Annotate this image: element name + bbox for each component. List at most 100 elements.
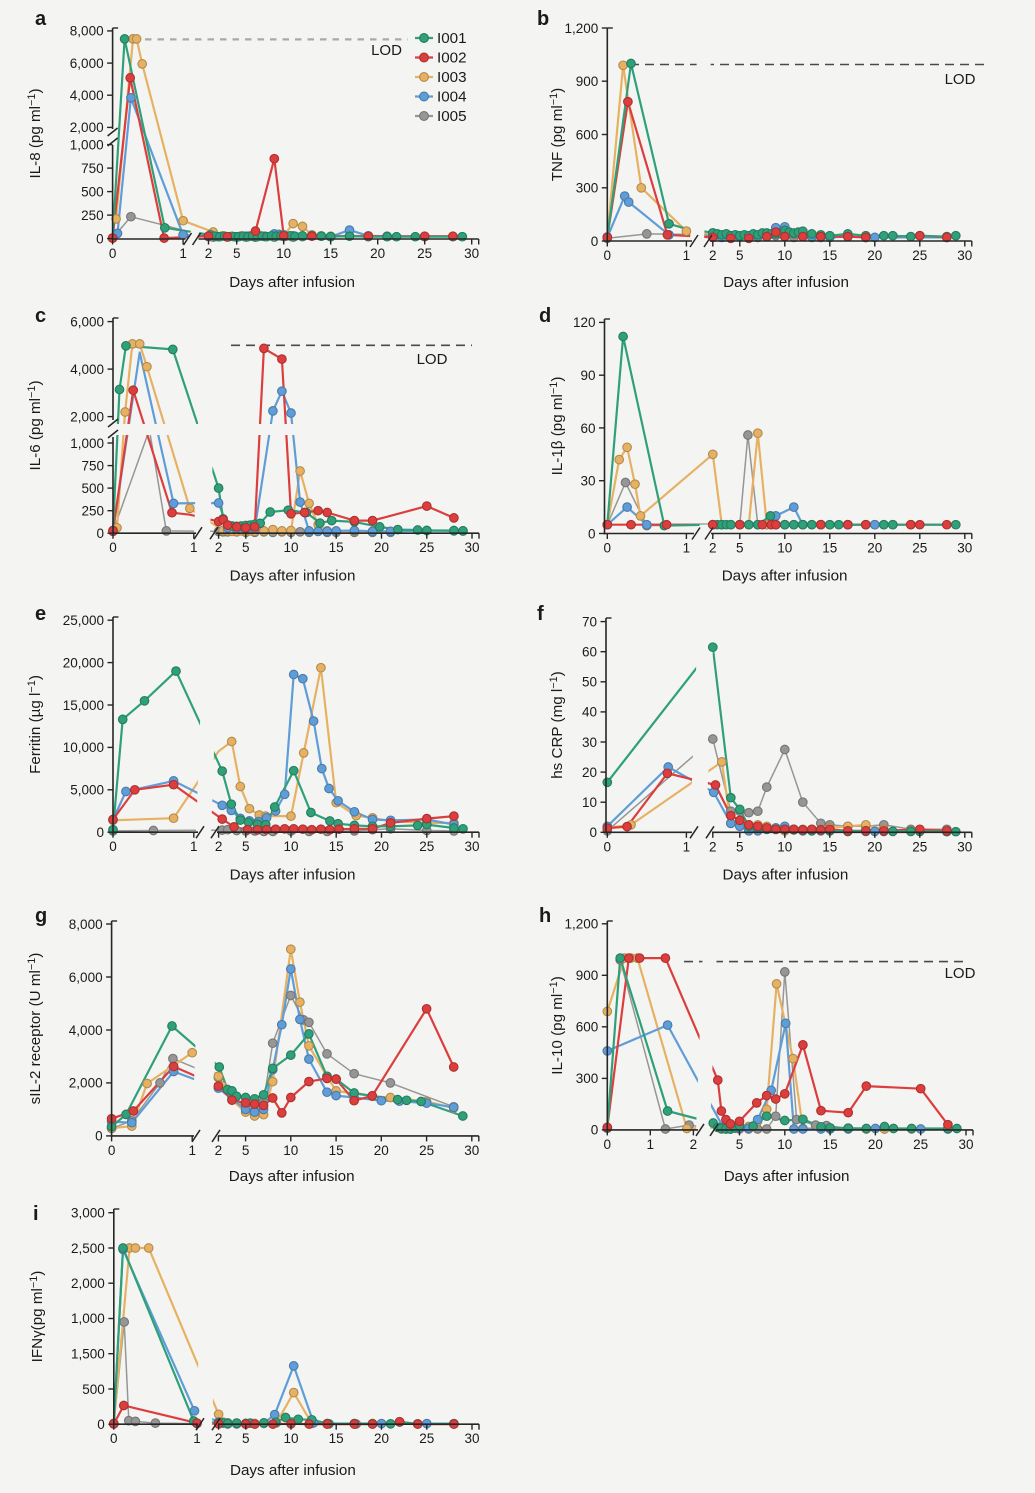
svg-text:20: 20 — [867, 248, 882, 263]
svg-text:20: 20 — [582, 765, 597, 780]
svg-text:e: e — [35, 603, 46, 625]
svg-text:20: 20 — [867, 541, 882, 556]
svg-text:LOD: LOD — [945, 965, 976, 982]
svg-text:30: 30 — [958, 1137, 973, 1152]
svg-text:I004: I004 — [437, 89, 467, 106]
svg-text:2: 2 — [215, 1143, 223, 1158]
svg-text:2: 2 — [709, 839, 717, 854]
svg-text:0: 0 — [109, 839, 117, 854]
svg-text:10: 10 — [777, 1137, 792, 1152]
svg-text:Days after infusion: Days after infusion — [723, 867, 849, 884]
svg-text:15: 15 — [329, 839, 344, 854]
svg-text:2,000: 2,000 — [70, 120, 104, 135]
svg-text:25: 25 — [912, 839, 927, 854]
svg-text:0: 0 — [589, 825, 597, 840]
svg-text:1,000: 1,000 — [71, 1311, 105, 1326]
svg-text:0: 0 — [604, 1137, 612, 1152]
svg-text:c: c — [35, 305, 46, 327]
svg-text:1: 1 — [683, 541, 691, 556]
svg-text:20: 20 — [374, 1431, 389, 1446]
svg-text:10,000: 10,000 — [63, 740, 104, 755]
svg-text:I002: I002 — [437, 50, 467, 67]
svg-text:30: 30 — [464, 839, 479, 854]
svg-text:IFNγ(pg ml−1): IFNγ(pg ml−1) — [28, 1271, 46, 1363]
svg-text:IL-10 (pg ml−1): IL-10 (pg ml−1) — [548, 976, 566, 1075]
svg-text:25: 25 — [419, 839, 434, 854]
svg-text:h: h — [539, 905, 551, 927]
svg-text:4,000: 4,000 — [70, 362, 104, 377]
svg-text:Days after infusion: Days after infusion — [230, 568, 356, 585]
svg-text:1: 1 — [683, 248, 691, 263]
svg-text:IL-8 (pg ml−1): IL-8 (pg ml−1) — [26, 88, 44, 178]
svg-text:4,000: 4,000 — [69, 1023, 103, 1038]
svg-text:3,000: 3,000 — [71, 1206, 105, 1221]
svg-text:20: 20 — [374, 540, 389, 555]
svg-text:2: 2 — [205, 246, 213, 261]
svg-text:1: 1 — [647, 1137, 655, 1152]
svg-text:5: 5 — [242, 540, 250, 555]
svg-text:0: 0 — [109, 246, 117, 261]
svg-text:Days after infusion: Days after infusion — [724, 1168, 850, 1185]
svg-text:70: 70 — [582, 614, 597, 629]
svg-text:10: 10 — [777, 839, 792, 854]
svg-text:IL-1β (pg ml−1): IL-1β (pg ml−1) — [548, 377, 566, 476]
svg-text:sIL-2 receptor (U ml−1): sIL-2 receptor (U ml−1) — [26, 953, 44, 1105]
svg-text:15: 15 — [329, 1431, 344, 1446]
svg-text:25,000: 25,000 — [63, 613, 104, 628]
svg-text:0: 0 — [604, 839, 612, 854]
svg-text:750: 750 — [81, 161, 104, 176]
svg-text:60: 60 — [582, 645, 597, 660]
svg-text:30: 30 — [464, 246, 479, 261]
svg-text:2,000: 2,000 — [71, 1276, 105, 1291]
svg-text:4,000: 4,000 — [70, 88, 104, 103]
svg-text:a: a — [35, 8, 47, 30]
svg-text:0: 0 — [95, 1129, 103, 1144]
svg-text:30: 30 — [582, 735, 597, 750]
svg-text:10: 10 — [283, 540, 298, 555]
svg-text:1,000: 1,000 — [70, 137, 104, 152]
svg-text:Days after infusion: Days after infusion — [230, 1462, 356, 1479]
svg-text:I001: I001 — [437, 30, 467, 47]
svg-text:1: 1 — [179, 246, 187, 261]
svg-text:8,000: 8,000 — [69, 917, 103, 932]
svg-text:6,000: 6,000 — [69, 970, 103, 985]
svg-text:15: 15 — [822, 541, 837, 556]
svg-text:0: 0 — [591, 234, 599, 249]
svg-text:10: 10 — [276, 246, 291, 261]
svg-text:40: 40 — [582, 705, 597, 720]
svg-text:0: 0 — [110, 1431, 118, 1446]
svg-text:25: 25 — [912, 248, 927, 263]
svg-text:30: 30 — [464, 540, 479, 555]
svg-text:20: 20 — [370, 246, 385, 261]
svg-text:Days after infusion: Days after infusion — [723, 274, 849, 291]
svg-text:2: 2 — [709, 248, 717, 263]
svg-text:5: 5 — [736, 541, 744, 556]
svg-text:15: 15 — [823, 1137, 838, 1152]
svg-text:2,000: 2,000 — [69, 1076, 103, 1091]
svg-text:0: 0 — [96, 825, 104, 840]
svg-text:500: 500 — [81, 184, 104, 199]
svg-text:50: 50 — [582, 675, 597, 690]
svg-text:2,000: 2,000 — [70, 409, 104, 424]
svg-text:LOD: LOD — [945, 71, 976, 88]
svg-text:2: 2 — [690, 1137, 698, 1152]
svg-text:5,000: 5,000 — [70, 783, 104, 798]
svg-text:15: 15 — [329, 540, 344, 555]
svg-text:Days after infusion: Days after infusion — [229, 1168, 355, 1185]
svg-text:25: 25 — [417, 246, 432, 261]
svg-text:30: 30 — [464, 1431, 479, 1446]
svg-text:6,000: 6,000 — [70, 56, 104, 71]
svg-text:1,500: 1,500 — [71, 1347, 105, 1362]
svg-text:90: 90 — [580, 368, 595, 383]
svg-text:60: 60 — [580, 421, 595, 436]
svg-text:20: 20 — [374, 1143, 389, 1158]
svg-text:15,000: 15,000 — [63, 698, 104, 713]
svg-text:10: 10 — [283, 1143, 298, 1158]
svg-text:30: 30 — [957, 248, 972, 263]
svg-text:30: 30 — [957, 839, 972, 854]
svg-text:15: 15 — [822, 839, 837, 854]
svg-text:1,000: 1,000 — [70, 436, 104, 451]
svg-text:15: 15 — [323, 246, 338, 261]
svg-text:1: 1 — [188, 1143, 196, 1158]
svg-text:hs CRP (mg l−1): hs CRP (mg l−1) — [548, 671, 566, 779]
